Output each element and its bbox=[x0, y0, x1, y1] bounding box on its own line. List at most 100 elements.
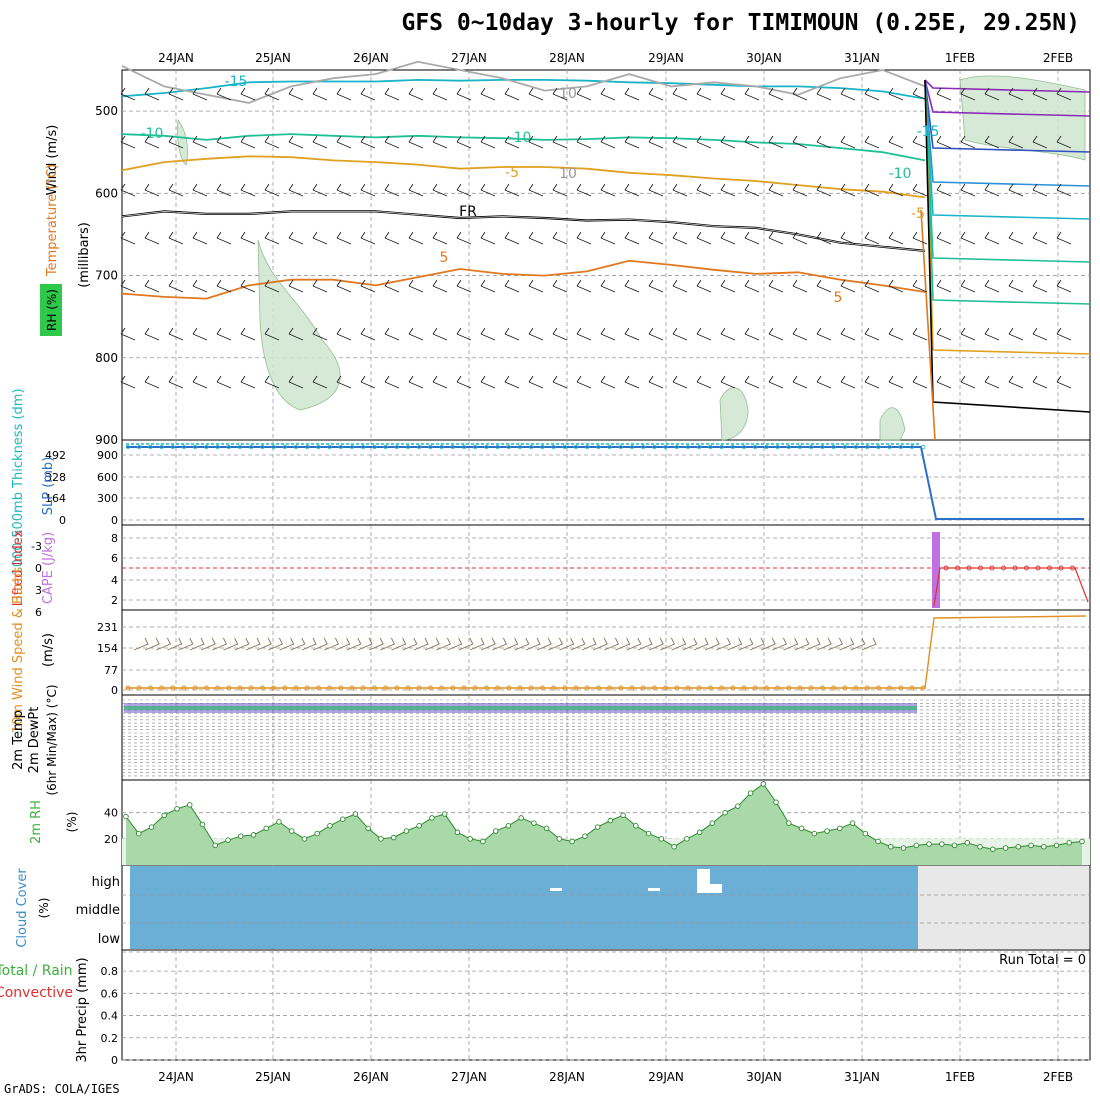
surface-wind-barb bbox=[458, 637, 474, 651]
contour-label: 10 bbox=[559, 166, 577, 182]
surface-wind-barb bbox=[301, 637, 317, 651]
wind-barb bbox=[888, 231, 904, 245]
wind-barb bbox=[480, 375, 496, 389]
surface-wind-barb bbox=[481, 637, 496, 651]
surface-wind-barb bbox=[705, 637, 720, 651]
wind-barb bbox=[288, 375, 304, 389]
wind-barb bbox=[1032, 327, 1048, 341]
wind-barb bbox=[240, 279, 256, 293]
wind-barb bbox=[648, 327, 664, 341]
wind-barb bbox=[624, 135, 640, 149]
surface-wind-barb bbox=[167, 637, 183, 651]
wind-barb bbox=[432, 183, 448, 197]
wind-barb bbox=[624, 279, 640, 293]
wind-barb bbox=[1032, 87, 1048, 101]
wind-barb bbox=[552, 135, 568, 149]
surface-wind-barb bbox=[391, 637, 407, 651]
wind-units-label: (m/s) bbox=[41, 633, 56, 667]
precip-tick-label: 0.2 bbox=[101, 1032, 119, 1045]
rh2m-point bbox=[505, 823, 512, 829]
rh2m-point bbox=[288, 828, 295, 834]
wind-barb bbox=[936, 135, 952, 149]
surface-wind-barb bbox=[626, 637, 642, 651]
lifted-index-line bbox=[933, 567, 1089, 607]
wind-barb bbox=[816, 279, 832, 293]
surface-wind-barb bbox=[492, 637, 508, 651]
wind-barb bbox=[240, 327, 256, 341]
wind-barb bbox=[216, 327, 232, 341]
cloud-level-label: middle bbox=[76, 903, 120, 918]
wind-barb bbox=[912, 375, 928, 389]
wind-barb bbox=[288, 135, 304, 149]
wind-speed-marker bbox=[528, 685, 534, 691]
wind-speed-marker bbox=[439, 685, 445, 691]
wind-speed-marker bbox=[461, 685, 467, 691]
rh2m-point bbox=[148, 824, 155, 830]
wind-barb bbox=[600, 231, 616, 245]
rh2m-point bbox=[888, 843, 894, 850]
thickness-marker bbox=[641, 444, 646, 450]
rh2m-point bbox=[225, 837, 231, 843]
thickness-tick-label: 164 bbox=[45, 492, 66, 505]
wind-barb bbox=[120, 231, 136, 245]
wind-speed-line bbox=[126, 615, 1087, 689]
rh2m-point bbox=[951, 842, 958, 849]
rh2m-point bbox=[441, 811, 448, 817]
thickness-marker bbox=[148, 444, 153, 450]
surface-wind-barb bbox=[268, 637, 284, 651]
rh2m-point bbox=[786, 820, 792, 826]
surface-wind-barb bbox=[324, 637, 340, 651]
surface-wind-barb bbox=[794, 637, 810, 651]
wind-barb bbox=[168, 279, 184, 293]
wind-barb bbox=[792, 279, 808, 293]
wind-barb bbox=[768, 327, 784, 341]
top-day-label: 1FEB bbox=[945, 51, 975, 65]
rh2m-point bbox=[569, 838, 575, 845]
bottom-day-label: 2FEB bbox=[1043, 1070, 1073, 1084]
wind-barb bbox=[624, 183, 640, 197]
lifted-index-marker bbox=[989, 565, 995, 571]
bottom-day-label: 25JAN bbox=[255, 1070, 291, 1084]
pressure-tick-label: 900 bbox=[95, 433, 118, 447]
wind-barb bbox=[576, 279, 592, 293]
rh2m-point bbox=[237, 833, 244, 839]
wind-speed-marker bbox=[887, 685, 893, 691]
surface-wind-barb bbox=[178, 637, 194, 651]
precip-tick-label: 0.8 bbox=[101, 965, 119, 978]
surface-wind-barb bbox=[525, 637, 541, 651]
wind-barb bbox=[168, 231, 184, 245]
rh2m-point bbox=[492, 828, 499, 834]
surface-wind-barb bbox=[749, 637, 765, 651]
wind-barb bbox=[1008, 375, 1024, 389]
wind-barb bbox=[456, 183, 472, 197]
run-total-label: Run Total = 0 bbox=[999, 953, 1086, 968]
rh2m-line bbox=[125, 783, 1083, 850]
lifted-index-marker bbox=[1035, 565, 1041, 571]
surface-wind-barb bbox=[772, 637, 788, 651]
wind-barb bbox=[456, 279, 472, 293]
wind-speed-marker bbox=[685, 685, 691, 691]
wind-barb bbox=[1008, 135, 1024, 149]
wind-barb bbox=[408, 279, 424, 293]
wind-barb bbox=[384, 87, 400, 101]
wind-barb bbox=[576, 231, 592, 245]
surface-wind-barb bbox=[839, 637, 855, 651]
dewpt-side-label: 2m DewPt bbox=[27, 707, 42, 774]
wind-barb bbox=[744, 327, 760, 341]
wind-speed-marker bbox=[125, 685, 131, 691]
wind-barb bbox=[336, 375, 352, 389]
wind-speed-marker bbox=[349, 685, 355, 691]
wind-barb bbox=[576, 87, 592, 101]
wind-barb bbox=[720, 135, 736, 149]
wind-barb bbox=[264, 279, 280, 293]
rh2m-point bbox=[1053, 842, 1060, 849]
contour-line bbox=[121, 133, 926, 162]
surface-wind-barb bbox=[245, 637, 261, 651]
rh-shaded-region bbox=[177, 118, 188, 166]
surface-wind-barb bbox=[145, 637, 160, 651]
wind-speed-marker bbox=[159, 685, 165, 691]
rh2m-point bbox=[212, 842, 218, 849]
wind-barb bbox=[720, 231, 736, 245]
rh2m-point bbox=[658, 836, 665, 842]
rh2m-point bbox=[607, 817, 614, 824]
